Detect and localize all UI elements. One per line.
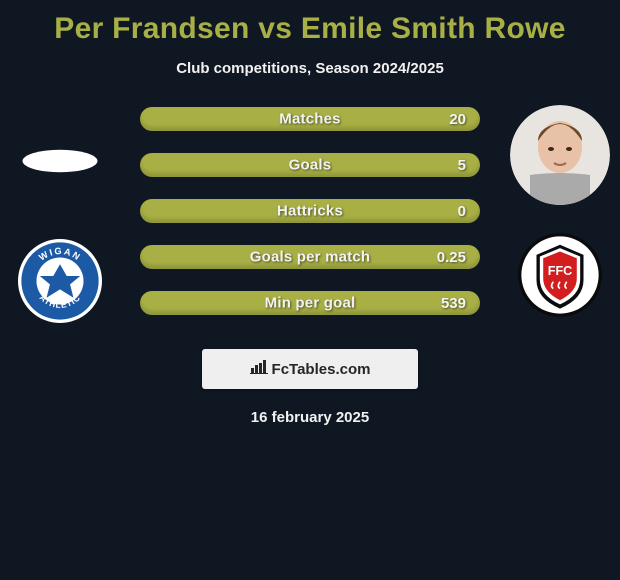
stat-right: 5 [434,157,466,174]
svg-text:FFC: FFC [548,264,572,278]
stat-bar: Matches 20 [140,107,480,131]
stat-right: 539 [434,295,466,312]
right-side: FFC [510,105,610,317]
stat-label: Goals [289,157,332,174]
stat-label: Goals per match [250,249,371,266]
snapshot-date: 16 february 2025 [0,409,620,426]
subtitle: Club competitions, Season 2024/2025 [0,60,620,77]
left-player-portrait [10,111,110,211]
comparison-row: WIGANATHLETIC Matches 20 Goals 5 Hattricks 0 G… [0,105,620,323]
left-club-crest: WIGANATHLETIC [18,239,102,323]
stat-bar: Goals 5 [140,153,480,177]
stat-right: 0.25 [434,249,466,266]
page-title: Per Frandsen vs Emile Smith Rowe [0,12,620,46]
comparison-card: Per Frandsen vs Emile Smith Rowe Club co… [0,0,620,426]
stat-bar: Hattricks 0 [140,199,480,223]
attribution-badge: FcTables.com [202,349,418,389]
stat-bar: Min per goal 539 [140,291,480,315]
attribution-label: FcTables.com [272,361,371,378]
chart-bar-icon [250,360,268,378]
stat-bar: Goals per match 0.25 [140,245,480,269]
right-club-crest: FFC [518,233,602,317]
left-side: WIGANATHLETIC [10,105,110,323]
stat-right: 20 [434,111,466,128]
stat-bars: Matches 20 Goals 5 Hattricks 0 Goals per match… [110,107,510,315]
stat-label: Matches [279,111,340,128]
right-player-portrait [510,105,610,205]
stat-label: Hattricks [277,203,343,220]
stat-label: Min per goal [265,295,356,312]
stat-right: 0 [434,203,466,220]
